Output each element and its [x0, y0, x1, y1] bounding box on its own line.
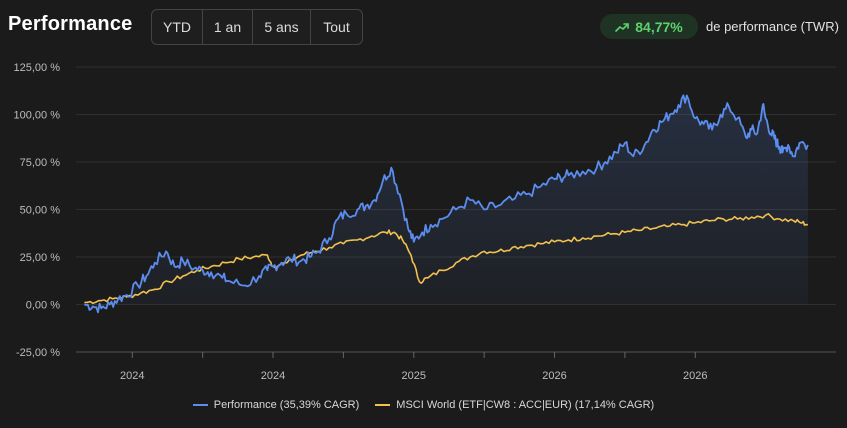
x-tick-label: 2026	[683, 370, 707, 382]
range-tab-all[interactable]: Tout	[323, 19, 350, 35]
legend-item-benchmark[interactable]: MSCI World (ETF|CW8 : ACC|EUR) (17,14% C…	[375, 399, 654, 411]
benchmark-series-line	[84, 213, 808, 305]
y-tick-label: 100,00 %	[14, 110, 61, 122]
range-tab-1y[interactable]: 1 an	[203, 10, 253, 44]
range-tab-ytd[interactable]: YTD	[152, 10, 203, 44]
range-tab-5y[interactable]: 5 ans	[253, 10, 311, 44]
performance-area	[84, 95, 808, 313]
legend-item-performance[interactable]: Performance (35,39% CAGR)	[192, 399, 360, 411]
legend-label-benchmark: MSCI World (ETF|CW8 : ACC|EUR) (17,14% C…	[396, 399, 655, 411]
legend-swatch-benchmark	[375, 404, 391, 406]
performance-caption: de performance (TWR)	[706, 19, 839, 34]
x-tick-label: 2025	[402, 370, 426, 382]
x-tick-label: 2024	[120, 370, 144, 382]
y-tick-label: 0,00 %	[26, 300, 60, 312]
y-tick-label: 25,00 %	[20, 252, 61, 264]
x-tick-label: 2024	[261, 370, 285, 382]
y-tick-label: 50,00 %	[20, 205, 61, 217]
y-tick-label: 125,00 %	[14, 62, 61, 74]
page-title: Performance	[8, 13, 133, 35]
y-tick-label: 75,00 %	[20, 157, 61, 169]
performance-badge: 84,77%	[600, 14, 698, 39]
chart-legend: Performance (35,39% CAGR) MSCI World (ET…	[0, 399, 847, 411]
performance-value: 84,77%	[635, 18, 683, 35]
trending-up-icon	[615, 22, 630, 32]
y-tick-label: -25,00 %	[16, 347, 60, 359]
legend-swatch-performance	[192, 404, 208, 406]
range-selector: YTD 1 an 5 ans Tout	[151, 9, 363, 45]
x-tick-label: 2026	[542, 370, 566, 382]
performance-series-line	[84, 94, 809, 314]
legend-label-performance: Performance (35,39% CAGR)	[213, 399, 360, 411]
